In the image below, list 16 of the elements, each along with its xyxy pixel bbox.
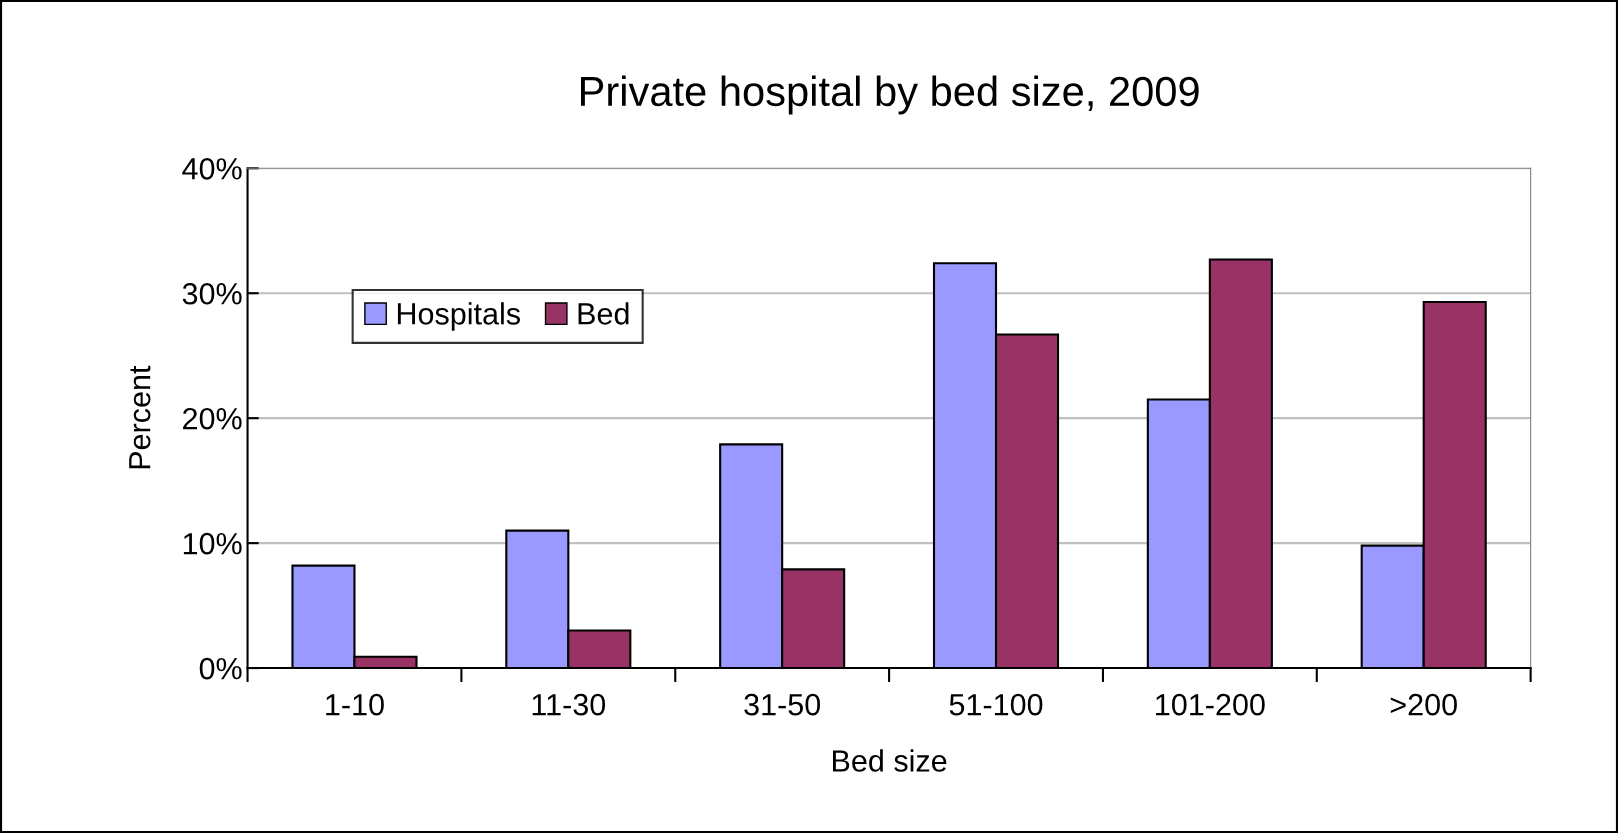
x-tick-label: 101-200 [1156,693,1265,716]
chart-title: Private hospital by bed size, 2009 [581,75,1199,115]
y-tick-label: 30% [182,282,242,305]
y-tick-label: 20% [183,407,242,430]
x-tick-label: 51-100 [949,693,1043,716]
x-tick-label: 1-10 [326,693,384,716]
legend-label: Hospitals [397,302,520,331]
y-axis-title: Percent [129,365,151,469]
y-tick-label: 0% [199,657,242,680]
legend-label: Bed [578,302,629,325]
x-tick-label: 11-30 [532,693,606,716]
x-tick-label: 31-50 [744,693,821,716]
x-axis-title: Bed size [833,749,947,772]
x-tick-label: >200 [1390,693,1457,716]
y-tick-label: 10% [183,532,242,555]
y-tick-label: 40% [182,158,242,180]
